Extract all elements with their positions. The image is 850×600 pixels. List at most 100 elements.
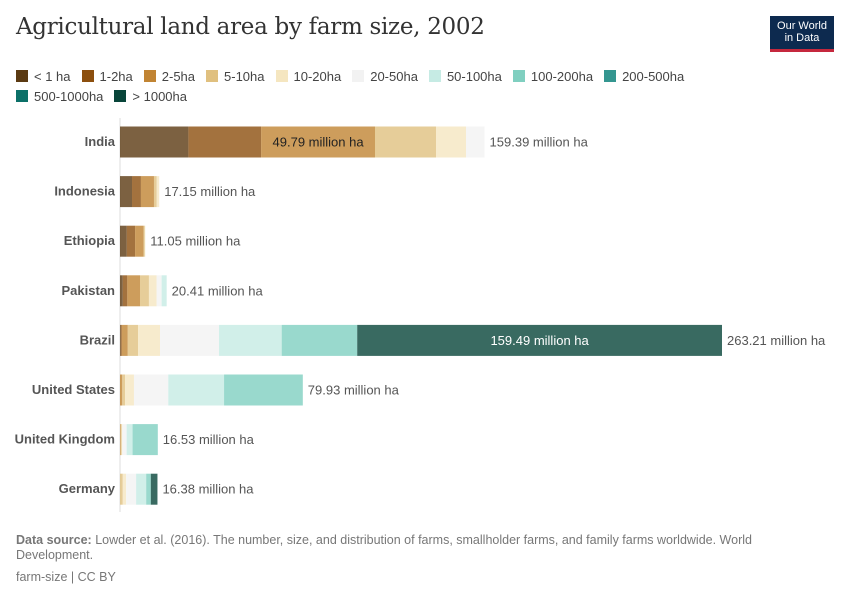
legend-label: 20-50ha xyxy=(370,68,418,84)
bar-segment[interactable] xyxy=(132,424,158,456)
legend-item[interactable]: 100-200ha xyxy=(512,66,594,86)
bar-segment[interactable] xyxy=(122,473,127,505)
legend-label: < 1 ha xyxy=(34,68,71,84)
data-source: Data source: Lowder et al. (2016). The n… xyxy=(16,533,796,563)
legend-swatch xyxy=(352,70,365,82)
category-label: Ethiopia xyxy=(64,233,116,248)
bar-segment[interactable] xyxy=(125,374,134,406)
bar-segment[interactable] xyxy=(136,473,147,505)
legend-swatch xyxy=(16,90,28,102)
source-text: Lowder et al. (2016). The number, size, … xyxy=(16,533,752,562)
bar-segment[interactable] xyxy=(466,126,485,158)
bar-segment[interactable] xyxy=(160,324,220,356)
legend-item[interactable]: > 1000ha xyxy=(114,86,187,106)
bar-segment[interactable] xyxy=(140,275,149,307)
bar-segment[interactable] xyxy=(120,225,127,257)
bar-segment[interactable] xyxy=(224,374,303,406)
legend-item[interactable]: 200-500ha xyxy=(604,66,684,86)
bar-segment[interactable] xyxy=(436,126,467,158)
legend-swatch xyxy=(143,70,156,82)
license[interactable]: farm-size | CC BY xyxy=(16,570,116,584)
bar-segment[interactable] xyxy=(120,424,121,456)
total-label: 11.05 million ha xyxy=(150,234,241,249)
legend-label: 10-20ha xyxy=(293,68,342,84)
legend-item[interactable]: 500-1000ha xyxy=(16,86,103,106)
bar-segment[interactable] xyxy=(168,374,225,406)
legend: < 1 ha 1-2ha 2-5ha 5-10ha 10-20ha 20-50ha 50-1… xyxy=(16,66,776,106)
total-label: 20.41 million ha xyxy=(172,283,264,298)
bar-segment[interactable] xyxy=(281,324,358,356)
bar-chart: India 49.79 million ha 159.39 million ha In… xyxy=(15,118,826,512)
bar-segment[interactable] xyxy=(156,176,160,208)
legend-label: 2-5ha xyxy=(161,68,196,84)
bar-segment[interactable] xyxy=(120,275,123,307)
bar-segment[interactable] xyxy=(120,324,122,356)
bar-segment[interactable] xyxy=(122,374,126,406)
category-label: Pakistan xyxy=(62,283,116,298)
legend-label: 100-200ha xyxy=(530,68,594,84)
owid-logo[interactable]: Our World in Data xyxy=(770,16,834,52)
category-label: United States xyxy=(32,382,115,397)
legend-item[interactable]: 50-100ha xyxy=(428,66,502,86)
legend-swatch xyxy=(81,70,94,82)
category-label: Germany xyxy=(59,481,116,496)
total-label: 159.39 million ha xyxy=(490,135,589,150)
logo-line2: in Data xyxy=(784,32,820,44)
legend-item[interactable]: 2-5ha xyxy=(143,66,196,86)
legend-label: 200-500ha xyxy=(622,68,685,84)
bar-segment[interactable] xyxy=(126,225,136,257)
bar-segment[interactable] xyxy=(219,324,282,356)
bar-segment[interactable] xyxy=(127,275,141,307)
category-label: Indonesia xyxy=(54,184,115,199)
bar-segment[interactable] xyxy=(138,324,161,356)
bar-segment[interactable] xyxy=(120,324,121,356)
legend-item[interactable]: 20-50ha xyxy=(352,66,418,86)
legend-label: 5-10ha xyxy=(224,68,265,84)
bar-segment[interactable] xyxy=(143,225,145,257)
bar-segment[interactable] xyxy=(156,275,162,307)
bar-segment[interactable] xyxy=(133,374,169,406)
bar-segment[interactable] xyxy=(127,324,139,356)
bar-segment[interactable] xyxy=(126,424,133,456)
bar-segment[interactable] xyxy=(188,126,262,158)
bar-segment[interactable] xyxy=(132,176,141,208)
bar-segment[interactable] xyxy=(122,275,128,307)
legend-item[interactable]: < 1 ha xyxy=(16,66,71,86)
bar-segment[interactable] xyxy=(148,275,157,307)
bar-segment[interactable] xyxy=(120,126,189,158)
bar-segment[interactable] xyxy=(122,424,127,456)
total-label: 263.21 million ha xyxy=(727,333,826,348)
legend-label: > 1000ha xyxy=(132,88,187,104)
bar-segment[interactable] xyxy=(126,473,137,505)
bar-segment[interactable] xyxy=(120,176,133,208)
bar-segment[interactable] xyxy=(135,225,144,257)
bar-segment[interactable] xyxy=(146,473,151,505)
bar-segment[interactable] xyxy=(374,126,437,158)
bar-segment[interactable] xyxy=(161,275,167,307)
legend-label: 500-1000ha xyxy=(34,88,104,104)
bar-segment[interactable] xyxy=(150,473,158,505)
bar-segment[interactable] xyxy=(261,126,375,158)
bar-segment[interactable] xyxy=(121,324,128,356)
legend-swatch xyxy=(275,70,288,82)
bar-segment[interactable] xyxy=(153,176,157,208)
category-label: United Kingdom xyxy=(15,432,115,447)
bar-segment[interactable] xyxy=(140,176,154,208)
legend-item[interactable]: 10-20ha xyxy=(275,66,342,86)
legend-item[interactable]: 5-10ha xyxy=(206,66,265,86)
logo-line1: Our World xyxy=(777,20,827,32)
segment-label: 49.79 million ha xyxy=(273,135,365,150)
legend-swatch xyxy=(604,70,617,82)
bar-segment[interactable] xyxy=(357,324,722,356)
total-label: 16.53 million ha xyxy=(163,432,255,447)
legend-label: 50-100ha xyxy=(446,68,502,84)
bar-segment[interactable] xyxy=(120,424,122,456)
legend-swatch xyxy=(206,70,219,82)
bar-segment[interactable] xyxy=(120,374,123,406)
legend-label: 1-2ha xyxy=(99,68,133,84)
bar-segment[interactable] xyxy=(120,473,123,505)
total-label: 17.15 million ha xyxy=(164,184,256,199)
source-label: Data source: xyxy=(16,533,92,547)
legend-item[interactable]: 1-2ha xyxy=(81,66,133,86)
bar-segment[interactable] xyxy=(121,424,123,456)
